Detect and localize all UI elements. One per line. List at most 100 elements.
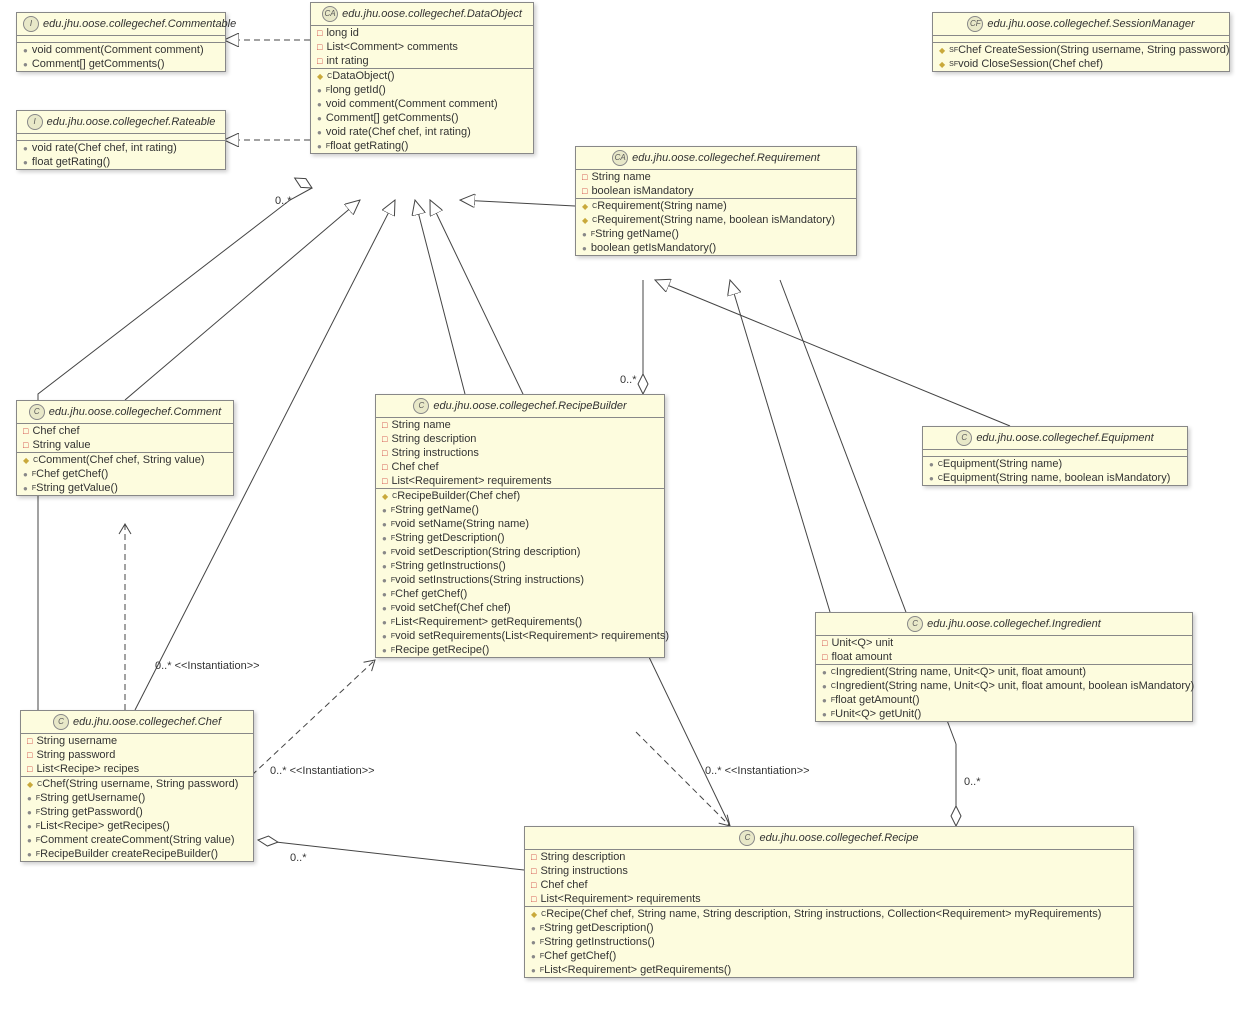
class-title: Cedu.jhu.oose.collegechef.Comment [17, 401, 233, 424]
op-member: CDataObject() [311, 69, 533, 83]
op-text: void CloseSession(Chef chef) [958, 58, 1103, 70]
op-member: void comment(Comment comment) [17, 43, 225, 57]
attr-section: long idList<Comment> commentsint rating [311, 26, 533, 69]
op-member: CRequirement(String name) [576, 199, 856, 213]
attr-text: String instructions [391, 447, 478, 459]
attr-member: float amount [816, 650, 1192, 664]
op-text: Recipe getRecipe() [395, 644, 489, 656]
stereotype-icon: C [739, 830, 755, 846]
op-text: DataObject() [332, 70, 394, 82]
op-member: CComment(Chef chef, String value) [17, 453, 233, 467]
op-text: void comment(Comment comment) [326, 98, 498, 110]
attr-member: List<Recipe> recipes [21, 762, 253, 776]
stereotype-icon: CF [967, 16, 983, 32]
op-member: FList<Requirement> getRequirements() [376, 615, 664, 629]
class-title-text: edu.jhu.oose.collegechef.RecipeBuilder [433, 400, 626, 412]
op-text: Comment createComment(String value) [40, 834, 234, 846]
op-member: FString getPassword() [21, 805, 253, 819]
op-text: String getUsername() [40, 792, 145, 804]
op-member: FString getName() [376, 503, 664, 517]
op-text: float getRating() [330, 140, 408, 152]
op-member: Fvoid setChef(Chef chef) [376, 601, 664, 615]
attr-member: Chef chef [525, 878, 1133, 892]
attr-section: String nameString descriptionString inst… [376, 418, 664, 489]
class-title-text: edu.jhu.oose.collegechef.Rateable [47, 116, 216, 128]
multiplicity-label: 0..* <<Instantiation>> [270, 765, 375, 777]
attr-member: String name [576, 170, 856, 184]
attr-text: String instructions [540, 865, 627, 877]
class-title-text: edu.jhu.oose.collegechef.Recipe [759, 832, 918, 844]
op-section: CRecipe(Chef chef, String name, String d… [525, 907, 1133, 977]
op-member: Fvoid setDescription(String description) [376, 545, 664, 559]
stereotype-icon: C [413, 398, 429, 414]
op-member: FChef getChef() [525, 949, 1133, 963]
stereotype-icon: I [23, 16, 39, 32]
attr-text: String description [540, 851, 625, 863]
op-text: void setRequirements(List<Requirement> r… [395, 630, 669, 642]
op-text: void rate(Chef chef, int rating) [326, 126, 471, 138]
attr-text: Chef chef [540, 879, 587, 891]
attr-member: Chef chef [17, 424, 233, 438]
attr-member: List<Requirement> requirements [525, 892, 1133, 906]
attr-text: Unit<Q> unit [831, 637, 893, 649]
attr-text: String value [32, 439, 90, 451]
class-title-text: edu.jhu.oose.collegechef.Equipment [976, 432, 1153, 444]
attr-text: String username [36, 735, 117, 747]
class-title: Cedu.jhu.oose.collegechef.Ingredient [816, 613, 1192, 636]
op-member: CRecipe(Chef chef, String name, String d… [525, 907, 1133, 921]
attr-section [933, 36, 1229, 43]
op-member: CIngredient(String name, Unit<Q> unit, f… [816, 679, 1192, 693]
class-title: Cedu.jhu.oose.collegechef.Chef [21, 711, 253, 734]
op-member: FComment createComment(String value) [21, 833, 253, 847]
class-title-text: edu.jhu.oose.collegechef.Commentable [43, 18, 236, 30]
class-sessionmanager: CF edu.jhu.oose.collegechef.SessionManage… [932, 12, 1230, 72]
op-member: CRequirement(String name, boolean isMand… [576, 213, 856, 227]
stereotype-icon: I [27, 114, 43, 130]
class-title: CAedu.jhu.oose.collegechef.DataObject [311, 3, 533, 26]
class-title-text: edu.jhu.oose.collegechef.SessionManager [987, 18, 1194, 30]
op-section: void rate(Chef chef, int rating)float ge… [17, 141, 225, 169]
multiplicity-label: 0..* [290, 852, 307, 864]
op-text: Comment(Chef chef, String value) [38, 454, 204, 466]
op-text: Comment[] getComments() [326, 112, 459, 124]
attr-member: int rating [311, 54, 533, 68]
attr-section [17, 36, 225, 43]
attr-text: List<Requirement> requirements [540, 893, 700, 905]
edge-inherit [730, 280, 830, 612]
class-commentable: Iedu.jhu.oose.collegechef.Commentablevoi… [16, 12, 226, 72]
op-member: FString getUsername() [21, 791, 253, 805]
attr-text: long id [326, 27, 358, 39]
attr-member: List<Requirement> requirements [376, 474, 664, 488]
op-text: Chef getChef() [395, 588, 467, 600]
op-sup: SF [949, 47, 958, 54]
op-member: SFChef CreateSession(String username, St… [933, 43, 1229, 57]
class-title: Cedu.jhu.oose.collegechef.Equipment [923, 427, 1187, 450]
attr-member: String value [17, 438, 233, 452]
op-member: CIngredient(String name, Unit<Q> unit, f… [816, 665, 1192, 679]
op-member: FRecipe getRecipe() [376, 643, 664, 657]
attr-section: Unit<Q> unitfloat amount [816, 636, 1192, 665]
op-text: Unit<Q> getUnit() [835, 708, 921, 720]
class-recipebuilder: Cedu.jhu.oose.collegechef.RecipeBuilder S… [375, 394, 665, 658]
class-title-text: edu.jhu.oose.collegechef.Requirement [632, 152, 820, 164]
attr-member: String instructions [525, 864, 1133, 878]
class-title: CAedu.jhu.oose.collegechef.Requirement [576, 147, 856, 170]
op-text: String getDescription() [395, 532, 504, 544]
op-text: Ingredient(String name, Unit<Q> unit, fl… [836, 666, 1086, 678]
class-recipe: Cedu.jhu.oose.collegechef.Recipe String d… [524, 826, 1134, 978]
stereotype-icon: C [956, 430, 972, 446]
attr-section: Chef chefString value [17, 424, 233, 453]
attr-section [923, 450, 1187, 457]
op-member: FList<Recipe> getRecipes() [21, 819, 253, 833]
class-dataobject: CAedu.jhu.oose.collegechef.DataObjectlon… [310, 2, 534, 154]
op-member: FString getInstructions() [376, 559, 664, 573]
edge-inherit [460, 200, 575, 206]
op-member: SFvoid CloseSession(Chef chef) [933, 57, 1229, 71]
op-text: Equipment(String name) [943, 458, 1062, 470]
op-sup: SF [949, 61, 958, 68]
op-text: Chef getChef() [544, 950, 616, 962]
class-title-text: edu.jhu.oose.collegechef.Ingredient [927, 618, 1101, 630]
attr-text: String description [391, 433, 476, 445]
op-member: void rate(Chef chef, int rating) [311, 125, 533, 139]
op-section: SFChef CreateSession(String username, St… [933, 43, 1229, 71]
